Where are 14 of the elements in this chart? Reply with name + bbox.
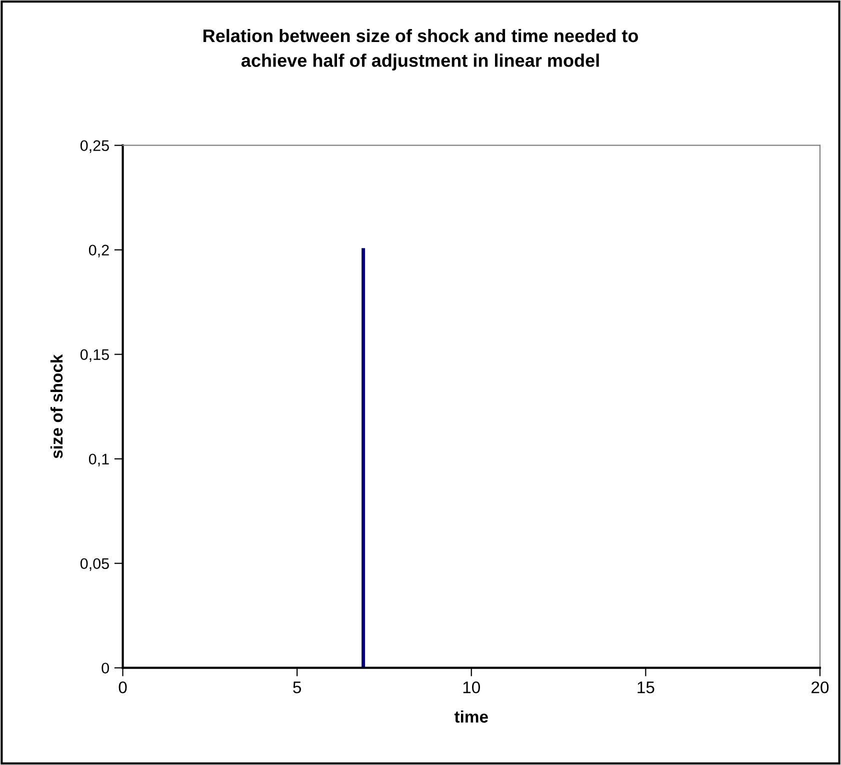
x-tick-label: 20 <box>812 681 829 694</box>
y-tick-label: 0 <box>102 662 109 674</box>
x-tick-label: 15 <box>638 682 654 694</box>
chart-title: Relation between size of shock and time needed to achieve half of adjustment in linear model <box>204 28 638 70</box>
y-tick-label: 0,1 <box>88 454 109 466</box>
x-tick-label: 0 <box>118 681 127 694</box>
x-axis-title: time <box>454 710 488 723</box>
y-tick-label: 0,2 <box>88 244 109 258</box>
y-axis-title: size of shock <box>50 354 63 458</box>
y-tick-label: 0,15 <box>80 349 109 362</box>
x-tick-label: 5 <box>293 682 302 694</box>
x-tick-label: 10 <box>463 681 480 694</box>
y-tick-label: 0,25 <box>80 140 109 153</box>
y-tick-label: 0,05 <box>80 558 109 571</box>
